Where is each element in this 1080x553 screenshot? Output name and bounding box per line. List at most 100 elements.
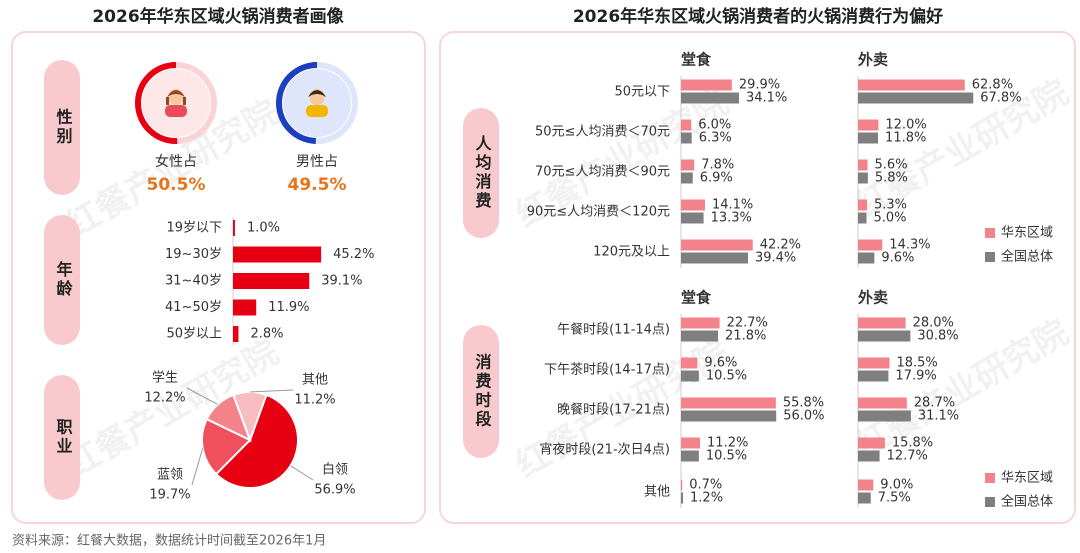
bar [681, 317, 720, 329]
pie-value: 56.9% [314, 483, 355, 498]
value-label: 0.7% [689, 478, 722, 493]
bar [858, 212, 867, 224]
bar [681, 357, 698, 369]
gender-ring [135, 62, 178, 144]
panel-title: 外卖 [857, 51, 888, 69]
bar [858, 199, 868, 211]
bar [681, 397, 776, 409]
section-pill [44, 375, 80, 500]
legend-label: 华东区域 [1001, 226, 1053, 241]
bar [681, 92, 739, 104]
bar [858, 119, 879, 131]
bar [858, 479, 874, 491]
value-label: 17.9% [895, 369, 936, 384]
gender-name: 女性占 [155, 153, 197, 170]
bar [681, 370, 699, 382]
bar [858, 357, 890, 369]
legend-label: 全国总体 [1001, 494, 1053, 510]
section-pill [463, 108, 499, 238]
category-label: 午餐时段(11-14点) [557, 322, 670, 338]
section-pill [44, 215, 80, 345]
value-label: 18.5% [896, 356, 937, 371]
person-icon [306, 105, 328, 117]
section-label: 消费时段 [473, 353, 492, 430]
person-icon [166, 90, 186, 105]
bar [681, 172, 693, 184]
legend-swatch [985, 497, 995, 507]
section-pill [463, 325, 499, 458]
bar [681, 212, 704, 224]
value-label: 45.2% [333, 247, 374, 262]
category-label: 70元≤人均消费＜90元 [535, 165, 670, 180]
value-label: 5.6% [875, 158, 908, 173]
bar [233, 273, 310, 289]
bar [858, 92, 974, 104]
value-label: 28.7% [914, 396, 955, 411]
bar [858, 437, 885, 449]
bar [858, 252, 875, 264]
bar [681, 79, 732, 91]
leader-line [191, 447, 204, 486]
gender-ring [276, 62, 318, 144]
bar [858, 132, 879, 144]
category-label: 50元以下 [614, 85, 670, 100]
value-label: 5.3% [874, 198, 907, 213]
value-label: 13.3% [711, 211, 752, 226]
category-label: 下午茶时段(14-17点) [544, 362, 670, 378]
bar [858, 410, 911, 422]
value-label: 11.8% [885, 131, 926, 146]
bar [858, 397, 907, 409]
bar [681, 159, 695, 171]
value-label: 5.8% [875, 171, 908, 186]
value-label: 67.8% [980, 91, 1021, 106]
value-label: 6.0% [698, 118, 731, 133]
section-label: 职业 [54, 419, 73, 457]
value-label: 30.8% [917, 329, 958, 344]
value-label: 29.9% [739, 78, 780, 93]
value-label: 21.8% [725, 329, 766, 344]
value-label: 42.2% [760, 238, 801, 253]
bar [858, 370, 889, 382]
category-label: 19岁以下 [166, 221, 222, 236]
bar [858, 317, 906, 329]
category-label: 50元≤人均消费＜70元 [535, 125, 670, 140]
value-label: 5.0% [874, 211, 907, 226]
legend-swatch [985, 252, 995, 262]
value-label: 10.5% [706, 369, 747, 384]
pie-value: 11.2% [294, 393, 335, 408]
bar [858, 330, 911, 342]
section-label: 年龄 [54, 260, 73, 299]
pie-value: 12.2% [144, 391, 185, 406]
category-label: 50岁以上 [166, 327, 222, 342]
value-label: 39.4% [755, 251, 796, 266]
value-label: 11.9% [268, 300, 309, 315]
value-label: 1.0% [247, 221, 280, 236]
bar [233, 220, 235, 236]
bar [681, 119, 692, 131]
value-label: 28.0% [913, 316, 954, 331]
value-label: 14.1% [712, 198, 753, 213]
section-label: 人均消费 [473, 135, 492, 211]
section-label: 性别 [54, 108, 74, 147]
value-label: 10.5% [706, 449, 747, 464]
panel-title: 堂食 [681, 51, 712, 69]
value-label: 9.6% [704, 356, 737, 371]
bar [681, 199, 705, 211]
bar [681, 330, 719, 342]
category-label: 90元≤人均消费＜120元 [527, 205, 670, 220]
bar [681, 450, 699, 462]
bar [233, 299, 257, 316]
category-label: 31~40岁 [165, 274, 222, 289]
bar [858, 159, 868, 171]
value-label: 7.5% [878, 491, 911, 506]
value-label: 2.8% [250, 327, 283, 342]
bar [681, 239, 753, 251]
leader-line [186, 387, 218, 405]
value-label: 55.8% [783, 396, 824, 411]
value-label: 12.7% [887, 449, 928, 464]
bar [681, 410, 777, 422]
bar [233, 246, 322, 263]
person-icon [165, 105, 187, 117]
